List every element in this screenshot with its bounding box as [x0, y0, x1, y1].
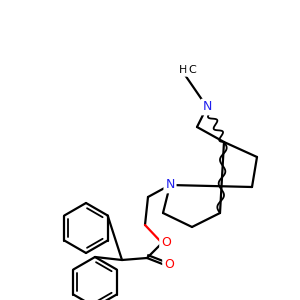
- Text: N: N: [165, 178, 175, 191]
- Text: N: N: [202, 100, 212, 113]
- Text: H: H: [179, 65, 187, 75]
- Text: 3: 3: [188, 64, 193, 73]
- Text: O: O: [161, 236, 171, 250]
- Text: C: C: [188, 65, 196, 75]
- Text: O: O: [164, 259, 174, 272]
